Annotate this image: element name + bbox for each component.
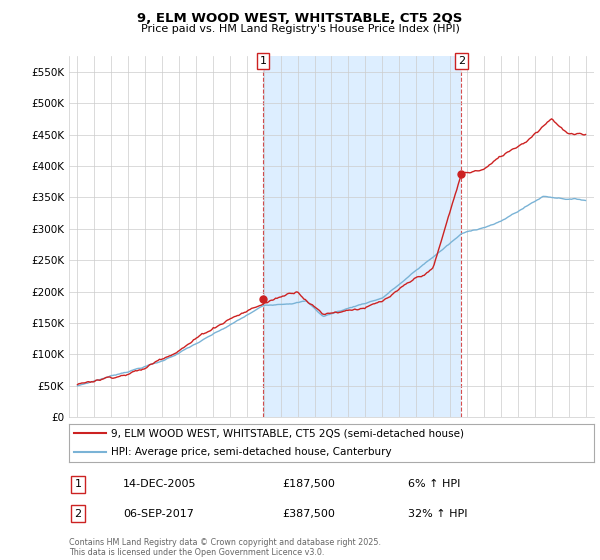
- Text: 6% ↑ HPI: 6% ↑ HPI: [408, 479, 460, 489]
- Text: HPI: Average price, semi-detached house, Canterbury: HPI: Average price, semi-detached house,…: [111, 447, 392, 458]
- Text: £387,500: £387,500: [282, 508, 335, 519]
- Text: 9, ELM WOOD WEST, WHITSTABLE, CT5 2QS: 9, ELM WOOD WEST, WHITSTABLE, CT5 2QS: [137, 12, 463, 25]
- Text: 1: 1: [74, 479, 82, 489]
- Text: Price paid vs. HM Land Registry's House Price Index (HPI): Price paid vs. HM Land Registry's House …: [140, 24, 460, 34]
- Text: 2: 2: [74, 508, 82, 519]
- Text: Contains HM Land Registry data © Crown copyright and database right 2025.
This d: Contains HM Land Registry data © Crown c…: [69, 538, 381, 557]
- Text: 9, ELM WOOD WEST, WHITSTABLE, CT5 2QS (semi-detached house): 9, ELM WOOD WEST, WHITSTABLE, CT5 2QS (s…: [111, 428, 464, 438]
- Text: 1: 1: [259, 56, 266, 66]
- Text: £187,500: £187,500: [282, 479, 335, 489]
- Bar: [263, 56, 461, 417]
- Text: 06-SEP-2017: 06-SEP-2017: [123, 508, 194, 519]
- Text: 2: 2: [458, 56, 465, 66]
- Text: 14-DEC-2005: 14-DEC-2005: [123, 479, 197, 489]
- Text: 32% ↑ HPI: 32% ↑ HPI: [408, 508, 467, 519]
